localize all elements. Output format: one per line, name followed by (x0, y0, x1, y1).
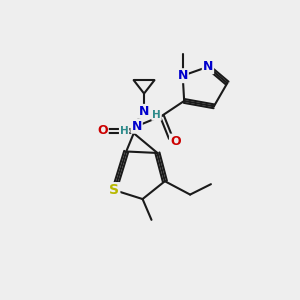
Text: S: S (109, 183, 119, 197)
Text: N: N (139, 105, 149, 118)
Text: N: N (203, 60, 213, 73)
Text: H: H (152, 110, 161, 120)
Text: N: N (131, 120, 142, 133)
Text: O: O (97, 124, 108, 137)
Text: H: H (120, 126, 128, 136)
Text: O: O (170, 135, 181, 148)
Text: N: N (178, 69, 188, 82)
